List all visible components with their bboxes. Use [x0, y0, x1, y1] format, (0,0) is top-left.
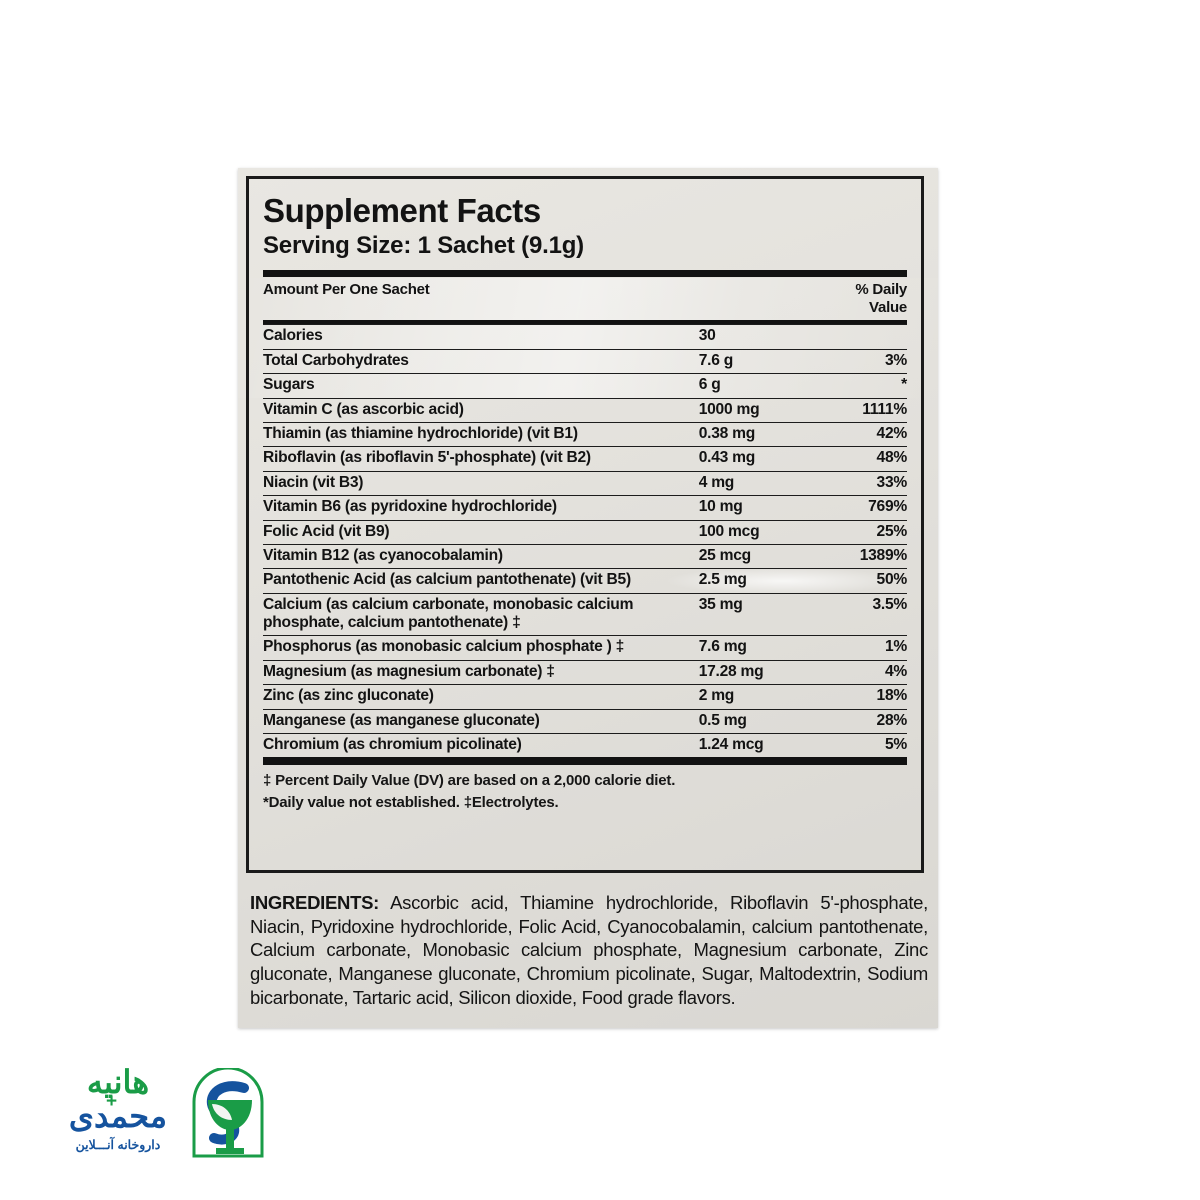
- nutrient-daily-value: [823, 324, 907, 350]
- nutrient-amount: 0.43 mg: [698, 446, 824, 472]
- daily-value-header: % Daily Value: [855, 281, 907, 316]
- nutrient-name: Chromium (as chromium picolinate): [263, 733, 699, 758]
- nutrient-name: Sugars: [263, 373, 699, 399]
- nutrient-daily-value: 4%: [823, 659, 907, 685]
- nutrient-amount: 25 mcg: [698, 543, 824, 569]
- nutrient-name: Vitamin C (as ascorbic acid): [263, 397, 699, 423]
- table-row: Niacin (vit B3) 4 mg 33%: [263, 470, 907, 496]
- nutrient-daily-value: 28%: [823, 708, 907, 734]
- footnotes: ‡ Percent Daily Value (DV) are based on …: [263, 765, 907, 813]
- serving-size-text: Serving Size: 1 Sachet (9.1g): [263, 231, 584, 259]
- nutrient-amount: 7.6 mg: [698, 635, 824, 661]
- nutrient-name: Total Carbohydrates: [263, 348, 699, 374]
- nutrient-amount: 4 mg: [698, 470, 824, 496]
- table-row: Sugars 6 g *: [263, 373, 907, 399]
- pharmacy-subtitle: داروخانه آنـــلاین: [75, 1137, 161, 1152]
- supplement-facts-box: Supplement Facts Serving Size: 1 Sachet …: [246, 176, 924, 873]
- ingredients-paragraph: INGREDIENTS: Ascorbic acid, Thiamine hyd…: [250, 891, 928, 1009]
- nutrient-amount: 35 mg: [698, 592, 824, 636]
- nutrient-daily-value: 25%: [823, 519, 907, 545]
- table-row: Calcium (as calcium carbonate, monobasic…: [263, 592, 907, 636]
- table-row: Riboflavin (as riboflavin 5'-phosphate) …: [263, 446, 907, 472]
- nutrient-name: Phosphorus (as monobasic calcium phospha…: [263, 635, 699, 661]
- pharmacy-name-line2: + محمدی: [48, 1092, 188, 1134]
- pharmacy-emblem-icon: [192, 1068, 264, 1158]
- nutrient-amount: 2 mg: [698, 684, 824, 710]
- supplement-label-panel: Supplement Facts Serving Size: 1 Sachet …: [238, 168, 938, 1028]
- plus-icon: +: [106, 1091, 117, 1112]
- nutrient-name: Calcium (as calcium carbonate, monobasic…: [263, 592, 699, 636]
- pharmacy-logo[interactable]: هانیه + محمدی داروخانه آنـــلاین: [48, 1066, 298, 1166]
- nutrient-amount: 7.6 g: [698, 348, 824, 374]
- nutrient-daily-value: 5%: [823, 733, 907, 758]
- pharmacy-name-line1: هانیه: [86, 1064, 150, 1100]
- nutrient-amount: 1000 mg: [698, 397, 824, 423]
- pharmacy-name-line2-text: محمدی: [68, 1098, 168, 1134]
- table-row: Manganese (as manganese gluconate) 0.5 mg…: [263, 708, 907, 734]
- nutrient-daily-value: *: [823, 373, 907, 399]
- ingredients-body: Ascorbic acid, Thiamine hydrochloride, R…: [250, 892, 928, 1008]
- amount-per-serving-header: Amount Per One Sachet: [263, 281, 430, 299]
- nutrient-daily-value: 50%: [823, 568, 907, 594]
- nutrient-daily-value: 1389%: [823, 543, 907, 569]
- table-row: Magnesium (as magnesium carbonate) ‡ 17.2…: [263, 659, 907, 685]
- nutrient-amount: 2.5 mg: [698, 568, 824, 594]
- nutrient-daily-value: 3.5%: [823, 592, 907, 636]
- nutrient-amount: 100 mcg: [698, 519, 824, 545]
- nutrient-amount: 17.28 mg: [698, 659, 824, 685]
- nutrient-name: Niacin (vit B3): [263, 470, 699, 496]
- table-row: Vitamin B12 (as cyanocobalamin) 25 mcg 138…: [263, 543, 907, 569]
- footnote-daily-value: ‡ Percent Daily Value (DV) are based on …: [263, 772, 676, 790]
- divider-thick-top: [263, 270, 907, 278]
- nutrient-name: Vitamin B6 (as pyridoxine hydrochloride): [263, 495, 699, 521]
- nutrient-name: Vitamin B12 (as cyanocobalamin): [263, 543, 699, 569]
- nutrient-amount: 0.38 mg: [698, 421, 824, 447]
- table-row: Chromium (as chromium picolinate) 1.24 mc…: [263, 733, 907, 758]
- nutrient-name: Riboflavin (as riboflavin 5'-phosphate) …: [263, 446, 699, 472]
- nutrient-daily-value: 18%: [823, 684, 907, 710]
- nutrient-daily-value: 769%: [823, 495, 907, 521]
- pharmacy-logo-text: هانیه + محمدی داروخانه آنـــلاین: [48, 1066, 188, 1152]
- nutrient-daily-value: 1111%: [823, 397, 907, 423]
- nutrient-daily-value: 42%: [823, 421, 907, 447]
- nutrient-daily-value: 33%: [823, 470, 907, 496]
- nutrient-daily-value: 3%: [823, 348, 907, 374]
- page-title: Supplement Facts: [263, 192, 541, 229]
- nutrient-name: Manganese (as manganese gluconate): [263, 708, 699, 734]
- footnote-electrolytes: *Daily value not established. ‡Electroly…: [263, 793, 559, 811]
- nutrient-name: Folic Acid (vit B9): [263, 519, 699, 545]
- table-row: Vitamin B6 (as pyridoxine hydrochloride)…: [263, 495, 907, 521]
- nutrient-amount: 30: [698, 324, 824, 350]
- nutrient-name: Magnesium (as magnesium carbonate) ‡: [263, 659, 699, 685]
- divider-medium: [263, 320, 907, 325]
- table-row: Folic Acid (vit B9) 100 mcg 25%: [263, 519, 907, 545]
- table-row: Calories 30: [263, 324, 907, 350]
- supplement-nutrients-table: Calories 30 Total Carbohydrates 7.6 g 3% Suga…: [263, 324, 907, 758]
- table-header-row: Amount Per One Sachet % Daily Value: [263, 277, 907, 320]
- nutrient-daily-value: 48%: [823, 446, 907, 472]
- nutrient-amount: 10 mg: [698, 495, 824, 521]
- table-row: Total Carbohydrates 7.6 g 3%: [263, 348, 907, 374]
- nutrient-name: Pantothenic Acid (as calcium pantothenat…: [263, 568, 699, 594]
- amount-column-spacer: [699, 277, 824, 320]
- nutrient-name: Zinc (as zinc gluconate): [263, 684, 699, 710]
- table-row: Vitamin C (as ascorbic acid) 1000 mg 1111%: [263, 397, 907, 423]
- nutrient-name: Calories: [263, 324, 699, 350]
- ingredients-heading: INGREDIENTS:: [250, 892, 379, 913]
- table-row: Thiamin (as thiamine hydrochloride) (vit…: [263, 421, 907, 447]
- nutrient-amount: 1.24 mcg: [698, 733, 824, 758]
- divider-thick-bottom: [263, 757, 907, 766]
- nutrient-amount: 6 g: [698, 373, 824, 399]
- table-row: Zinc (as zinc gluconate) 2 mg 18%: [263, 684, 907, 710]
- nutrient-daily-value: 1%: [823, 635, 907, 661]
- table-row: Pantothenic Acid (as calcium pantothenat…: [263, 568, 907, 594]
- supplement-facts-table: Amount Per One Sachet % Daily Value: [263, 277, 907, 320]
- nutrient-amount: 0.5 mg: [698, 708, 824, 734]
- nutrient-name: Thiamin (as thiamine hydrochloride) (vit…: [263, 421, 699, 447]
- table-row: Phosphorus (as monobasic calcium phospha…: [263, 635, 907, 661]
